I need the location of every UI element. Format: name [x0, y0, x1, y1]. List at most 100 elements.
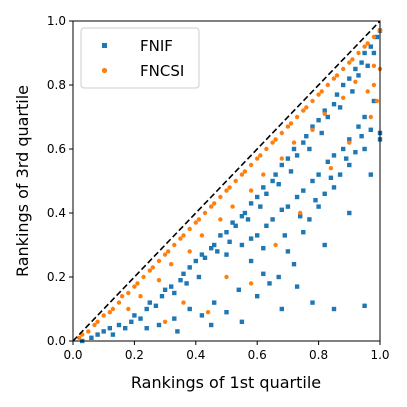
point-fncsi-12 — [172, 242, 177, 248]
point-fnif-98 — [362, 146, 367, 152]
point-fncsi-41 — [156, 278, 162, 283]
point-fnif-20 — [184, 281, 189, 286]
point-fnif-115 — [156, 322, 162, 328]
point-fnif-31 — [227, 239, 232, 244]
point-fnif-123 — [294, 284, 300, 289]
legend-label-fncsi: FNCSI — [140, 62, 184, 80]
point-fncsi-11 — [162, 252, 168, 257]
point-fncsi-20 — [233, 178, 238, 184]
x-tick-label-4: 0.8 — [309, 348, 328, 362]
point-fncsi-54 — [291, 140, 297, 145]
point-fnif-56 — [322, 108, 327, 113]
point-fncsi-2 — [95, 319, 100, 324]
point-fnif-59 — [334, 92, 340, 97]
point-fnif-5 — [110, 332, 116, 337]
point-fnif-43 — [273, 172, 278, 177]
point-fncsi-36 — [356, 50, 361, 56]
point-fnif-81 — [347, 137, 352, 142]
point-fnif-82 — [362, 114, 367, 120]
point-fnif-3 — [101, 329, 106, 334]
point-fncsi-13 — [178, 236, 183, 241]
point-fnif-37 — [248, 201, 254, 206]
point-fncsi-33 — [331, 76, 337, 81]
point-fnif-87 — [310, 178, 315, 184]
point-fncsi-43 — [218, 217, 223, 222]
point-fncsi-88 — [334, 73, 340, 78]
point-fncsi-63 — [205, 310, 211, 315]
point-fncsi-49 — [138, 294, 143, 299]
point-fncsi-27 — [285, 124, 291, 129]
point-fncsi-32 — [325, 82, 330, 88]
x-tick-label-0: 0.0 — [63, 348, 82, 362]
point-fnif-69 — [368, 44, 373, 49]
point-fnif-122 — [224, 310, 229, 315]
point-fncsi-31 — [316, 92, 321, 97]
point-fnif-126 — [368, 172, 373, 177]
point-fncsi-19 — [224, 188, 229, 193]
point-fnif-84 — [264, 223, 269, 228]
point-fncsi-34 — [341, 66, 346, 72]
point-fncsi-17 — [209, 204, 214, 209]
point-fnif-26 — [209, 246, 214, 251]
point-fnif-6 — [116, 322, 122, 328]
legend-label-fnif: FNIF — [140, 37, 173, 55]
point-fnif-58 — [331, 102, 337, 107]
point-fncsi-44 — [248, 188, 254, 193]
point-fnif-109 — [255, 294, 260, 299]
point-fncsi-1 — [86, 329, 91, 334]
point-fnif-83 — [248, 236, 254, 241]
point-fncsi-42 — [187, 249, 192, 254]
point-fncsi-21 — [239, 172, 245, 177]
point-fnif-64 — [353, 66, 358, 72]
y-ticks: 0.0 0.2 0.4 0.6 0.8 1.0 — [47, 14, 73, 348]
legend-box — [80, 27, 200, 89]
point-fnif-85 — [279, 207, 284, 212]
point-fnif-114 — [172, 316, 177, 321]
point-fncsi-25 — [270, 140, 275, 145]
point-fnif-60 — [337, 105, 343, 110]
point-fnif-24 — [199, 252, 205, 257]
point-fnif-107 — [368, 127, 373, 132]
point-fnif-67 — [362, 50, 367, 56]
point-fnif-35 — [242, 210, 248, 216]
point-fncsi-37 — [362, 44, 367, 49]
point-fnif-106 — [353, 150, 358, 155]
x-tick-label-5: 1.0 — [370, 348, 389, 362]
point-fnif-55 — [319, 130, 324, 136]
point-fnif-54 — [316, 118, 321, 123]
point-fnif-89 — [341, 146, 346, 152]
point-fnif-45 — [279, 162, 284, 168]
point-fncsi-50 — [169, 262, 174, 267]
point-fnif-8 — [129, 319, 134, 324]
point-fnif-105 — [337, 172, 343, 177]
point-fnif-42 — [270, 178, 275, 184]
point-fnif-50 — [301, 140, 306, 145]
point-fncsi-61 — [368, 114, 373, 120]
point-fncsi-58 — [371, 82, 377, 88]
y-tick-label-1: 0.2 — [47, 270, 66, 284]
point-fncsi-80 — [212, 201, 217, 206]
point-fncsi-86 — [304, 105, 309, 110]
point-fnif-21 — [187, 265, 192, 270]
x-ticks: 0.0 0.2 0.4 0.6 0.8 1.0 — [63, 341, 390, 362]
point-fnif-14 — [159, 294, 165, 299]
data-points-layer — [76, 28, 383, 344]
point-fncsi-14 — [187, 226, 192, 232]
x-axis-label: Rankings of 1st quartile — [131, 373, 321, 392]
point-fncsi-22 — [248, 162, 254, 168]
legend-marker-fncsi — [101, 67, 108, 74]
point-fnif-101 — [267, 281, 272, 286]
point-fnif-34 — [239, 214, 245, 219]
point-fncsi-3 — [101, 313, 106, 318]
point-fnif-111 — [212, 300, 217, 305]
y-axis-label: Rankings of 3rd quartile — [13, 85, 32, 277]
point-fnif-70 — [371, 50, 377, 56]
point-fncsi-65 — [181, 300, 186, 305]
point-fncsi-68 — [298, 210, 303, 216]
x-tick-label-2: 0.4 — [186, 348, 205, 362]
point-fncsi-48 — [371, 63, 377, 68]
point-fnif-96 — [331, 185, 337, 190]
point-fncsi-72 — [92, 322, 97, 328]
point-fnif-112 — [199, 313, 205, 318]
